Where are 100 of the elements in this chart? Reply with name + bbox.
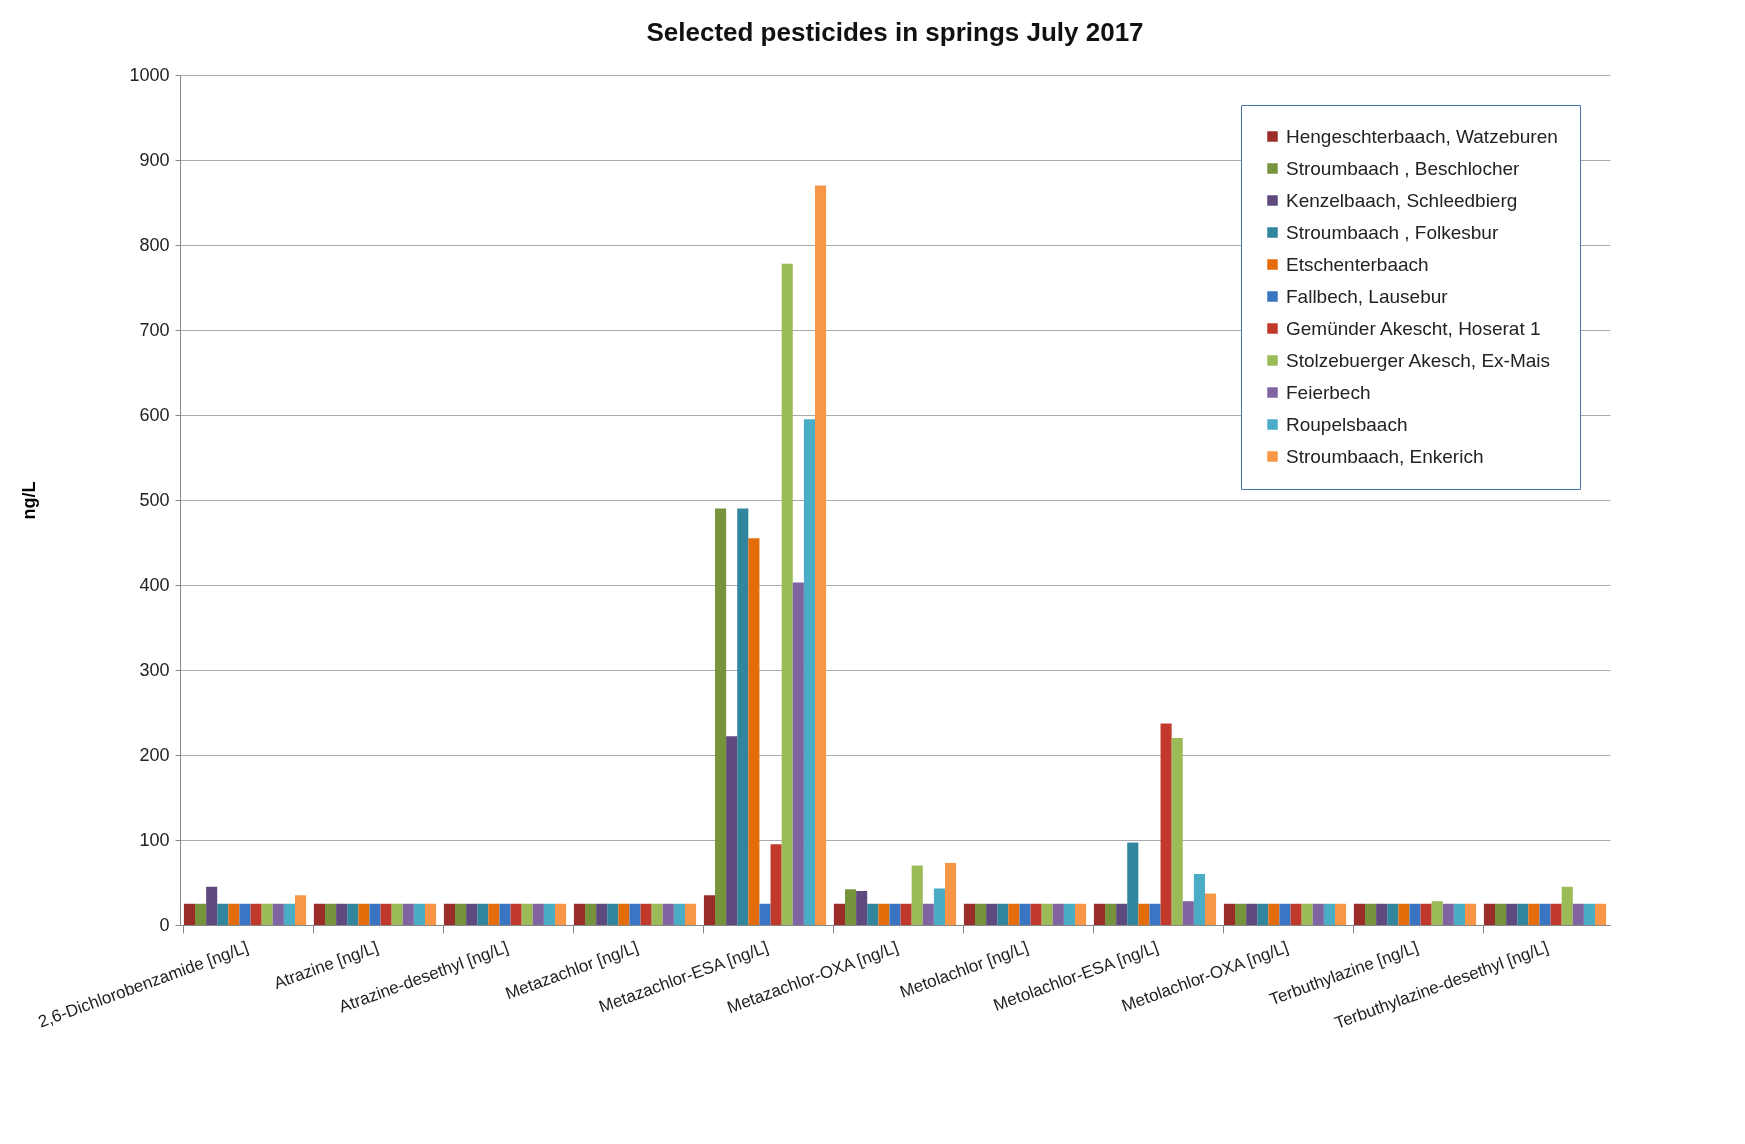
bar [640,903,652,925]
bar [1257,903,1269,925]
bar [1506,903,1518,925]
bar [250,903,262,925]
bar [1528,903,1540,925]
y-tick-label: 300 [139,659,170,680]
bar [770,844,782,925]
bar [986,903,998,925]
bar [1052,903,1064,925]
bar [1301,903,1313,925]
bar [1268,903,1280,925]
bar [195,903,207,925]
bar [228,903,240,925]
bar [833,903,846,925]
bar [1138,903,1150,925]
bar [1008,903,1020,925]
bar [413,903,425,925]
bar [573,903,586,925]
bar [391,903,403,925]
bar [803,419,815,925]
bar [336,903,348,925]
bar [1420,903,1432,925]
bar [217,903,229,925]
legend-label: Roupelsbaach [1286,413,1408,435]
bar [684,903,697,925]
bar [1290,903,1302,925]
bar [1442,903,1454,925]
y-tick-label: 100 [139,829,170,850]
bar [1539,903,1551,925]
bar [737,508,749,925]
bar [726,736,738,925]
bar [466,903,478,925]
legend-label: Feierbech [1286,381,1371,403]
bar [369,903,381,925]
bar [532,903,544,925]
bar [792,582,804,925]
bar [554,903,567,925]
bar [294,895,307,925]
y-tick-label: 500 [139,489,170,510]
y-tick-label: 1000 [129,64,170,85]
bar [358,903,370,925]
bar [878,903,890,925]
y-tick-label: 700 [139,319,170,340]
bar [1572,903,1584,925]
bar [944,862,957,925]
y-tick-label: 0 [159,914,170,935]
bar [1353,903,1366,925]
bar [1312,903,1324,925]
bar [715,508,727,925]
legend-label: Stolzebuerger Akesch, Ex-Mais [1286,349,1551,371]
bar [651,903,663,925]
bar [1594,903,1607,925]
bar [596,903,608,925]
bar [510,903,522,925]
bar [272,903,284,925]
bar [183,903,196,925]
bar [933,888,945,925]
bar [703,895,716,925]
legend-label: Kenzelbaach, Schleedbierg [1286,189,1518,211]
legend-label: Fallbech, Lausebur [1286,285,1449,307]
bar [911,865,923,925]
bar [1431,901,1443,925]
bar [1279,903,1291,925]
bar [239,903,251,925]
legend-label: Stroumbaach, Enkerich [1286,445,1484,467]
bar [845,889,857,925]
bar [1116,903,1128,925]
bar [900,903,912,925]
bar [1376,903,1388,925]
y-tick-label: 200 [139,744,170,765]
bar [1334,903,1347,925]
bar [380,903,392,925]
bar [889,903,901,925]
bar [543,903,555,925]
y-tick-label: 900 [139,149,170,170]
bar [283,903,295,925]
y-axis-title: ng/L [19,481,40,520]
bar [1149,903,1161,925]
bar [424,903,437,925]
bar [1193,874,1205,925]
bar [443,903,456,925]
y-tick-label: 400 [139,574,170,595]
bar [856,891,868,925]
bar [618,903,630,925]
bar [781,263,793,925]
bar [1453,903,1465,925]
bar [499,903,511,925]
legend-label: Etschenterbaach [1286,253,1429,275]
bar [477,903,489,925]
bar [975,903,987,925]
bar [1246,903,1258,925]
bar [1204,893,1217,925]
bar [963,903,976,925]
bar [206,886,218,925]
bar [1093,903,1106,925]
y-tick-label: 800 [139,234,170,255]
bar [1323,903,1335,925]
bar [1041,903,1053,925]
bar [313,903,326,925]
bar [1019,903,1031,925]
